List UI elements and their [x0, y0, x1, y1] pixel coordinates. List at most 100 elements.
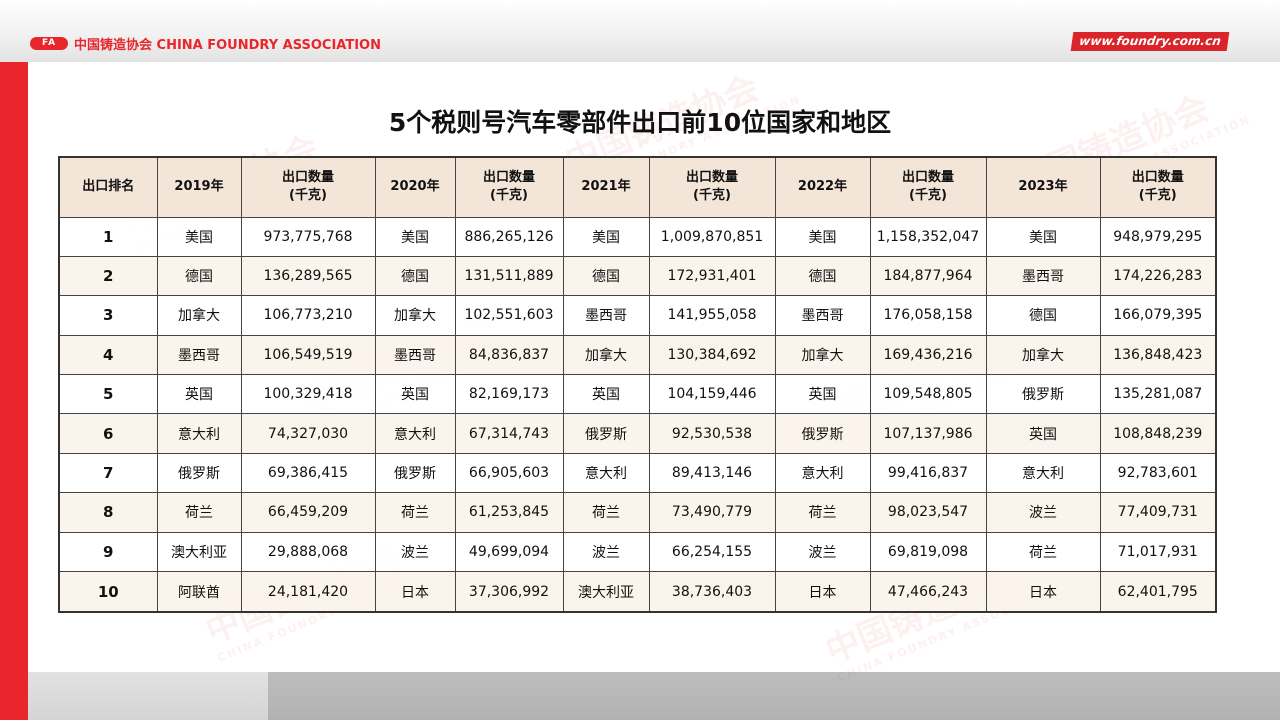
table-row: 5 英国 100,329,418 英国 82,169,173 英国 104,15…: [58, 374, 1217, 415]
country-cell: 波兰: [562, 531, 650, 573]
header-quantity: 出口数量 (千克): [1099, 156, 1217, 218]
country-cell: 阿联酋: [156, 571, 242, 613]
logo-text: 中国铸造协会 CHINA FOUNDRY ASSOCIATION: [74, 37, 381, 53]
header-quantity-label: 出口数量: [1131, 170, 1184, 186]
country-cell: 波兰: [774, 531, 871, 573]
header-year-2019: 2019年: [156, 156, 242, 218]
quantity-cell: 66,254,155: [648, 531, 776, 573]
country-cell: 加拿大: [985, 334, 1101, 376]
country-cell: 澳大利亚: [156, 531, 242, 573]
country-cell: 意大利: [985, 452, 1101, 494]
country-cell: 荷兰: [374, 492, 456, 533]
country-cell: 俄罗斯: [156, 452, 242, 494]
quantity-cell: 77,409,731: [1099, 492, 1217, 533]
country-cell: 德国: [985, 295, 1101, 336]
country-cell: 意大利: [374, 413, 456, 454]
country-cell: 英国: [774, 374, 871, 415]
header-quantity-unit: (千克): [693, 188, 731, 204]
header-quantity: 出口数量 (千克): [454, 156, 564, 218]
page-title: 5个税则号汽车零部件出口前10位国家和地区: [388, 108, 892, 137]
quantity-cell: 948,979,295: [1099, 216, 1217, 257]
quantity-cell: 104,159,446: [648, 374, 776, 415]
quantity-cell: 92,783,601: [1099, 452, 1217, 494]
quantity-cell: 73,490,779: [648, 492, 776, 533]
quantity-cell: 1,158,352,047: [869, 216, 987, 257]
country-cell: 美国: [374, 216, 456, 257]
country-cell: 墨西哥: [374, 334, 456, 376]
quantity-cell: 109,548,805: [869, 374, 987, 415]
header-year-2020: 2020年: [374, 156, 456, 218]
rank-cell: 7: [58, 452, 158, 494]
country-cell: 美国: [774, 216, 871, 257]
table-row: 6 意大利 74,327,030 意大利 67,314,743 俄罗斯 92,5…: [58, 413, 1217, 454]
quantity-cell: 130,384,692: [648, 334, 776, 376]
country-cell: 英国: [374, 374, 456, 415]
rank-cell: 10: [58, 571, 158, 613]
table-body: 1 美国 973,775,768 美国 886,265,126 美国 1,009…: [58, 216, 1217, 613]
footer-bar: [28, 672, 1280, 720]
quantity-cell: 102,551,603: [454, 295, 564, 336]
quantity-cell: 61,253,845: [454, 492, 564, 533]
quantity-cell: 47,466,243: [869, 571, 987, 613]
table-row: 3 加拿大 106,773,210 加拿大 102,551,603 墨西哥 14…: [58, 295, 1217, 336]
country-cell: 墨西哥: [562, 295, 650, 336]
country-cell: 英国: [156, 374, 242, 415]
quantity-cell: 136,289,565: [240, 255, 376, 297]
quantity-cell: 84,836,837: [454, 334, 564, 376]
quantity-cell: 69,819,098: [869, 531, 987, 573]
quantity-cell: 141,955,058: [648, 295, 776, 336]
quantity-cell: 38,736,403: [648, 571, 776, 613]
table-row: 10 阿联酋 24,181,420 日本 37,306,992 澳大利亚 38,…: [58, 571, 1217, 613]
header-quantity-label: 出口数量: [901, 170, 954, 186]
country-cell: 日本: [374, 571, 456, 613]
header-rank: 出口排名: [58, 156, 158, 218]
table-header-row: 出口排名 2019年 出口数量 (千克) 2020年 出口数量 (千克) 2021年…: [58, 156, 1217, 218]
country-cell: 美国: [156, 216, 242, 257]
country-cell: 日本: [985, 571, 1101, 613]
header-quantity-label: 出口数量: [281, 170, 334, 186]
quantity-cell: 184,877,964: [869, 255, 987, 297]
country-cell: 荷兰: [156, 492, 242, 533]
export-ranking-table: 出口排名 2019年 出口数量 (千克) 2020年 出口数量 (千克) 2021年…: [58, 156, 1217, 613]
rank-cell: 6: [58, 413, 158, 454]
rank-cell: 2: [58, 255, 158, 297]
country-cell: 荷兰: [562, 492, 650, 533]
table-row: 8 荷兰 66,459,209 荷兰 61,253,845 荷兰 73,490,…: [58, 492, 1217, 533]
quantity-cell: 66,905,603: [454, 452, 564, 494]
country-cell: 俄罗斯: [374, 452, 456, 494]
country-cell: 意大利: [774, 452, 871, 494]
country-cell: 德国: [374, 255, 456, 297]
country-cell: 波兰: [374, 531, 456, 573]
header-year-2023: 2023年: [985, 156, 1101, 218]
table-row: 9 澳大利亚 29,888,068 波兰 49,699,094 波兰 66,25…: [58, 531, 1217, 573]
country-cell: 俄罗斯: [562, 413, 650, 454]
rank-cell: 3: [58, 295, 158, 336]
quantity-cell: 49,699,094: [454, 531, 564, 573]
quantity-cell: 169,436,216: [869, 334, 987, 376]
country-cell: 英国: [985, 413, 1101, 454]
quantity-cell: 973,775,768: [240, 216, 376, 257]
header-year-2022: 2022年: [774, 156, 871, 218]
country-cell: 波兰: [985, 492, 1101, 533]
header-quantity-unit: (千克): [490, 188, 528, 204]
country-cell: 俄罗斯: [985, 374, 1101, 415]
quantity-cell: 37,306,992: [454, 571, 564, 613]
quantity-cell: 131,511,889: [454, 255, 564, 297]
quantity-cell: 166,079,395: [1099, 295, 1217, 336]
country-cell: 加拿大: [156, 295, 242, 336]
table-row: 1 美国 973,775,768 美国 886,265,126 美国 1,009…: [58, 216, 1217, 257]
header-quantity-unit: (千克): [1138, 188, 1177, 204]
country-cell: 德国: [156, 255, 242, 297]
country-cell: 英国: [562, 374, 650, 415]
quantity-cell: 135,281,087: [1099, 374, 1217, 415]
country-cell: 墨西哥: [985, 255, 1101, 297]
table-row: 2 德国 136,289,565 德国 131,511,889 德国 172,9…: [58, 255, 1217, 297]
quantity-cell: 108,848,239: [1099, 413, 1217, 454]
header-quantity-unit: (千克): [289, 188, 327, 204]
country-cell: 美国: [562, 216, 650, 257]
country-cell: 意大利: [562, 452, 650, 494]
rank-cell: 4: [58, 334, 158, 376]
country-cell: 澳大利亚: [562, 571, 650, 613]
header-quantity: 出口数量 (千克): [869, 156, 987, 218]
quantity-cell: 172,931,401: [648, 255, 776, 297]
